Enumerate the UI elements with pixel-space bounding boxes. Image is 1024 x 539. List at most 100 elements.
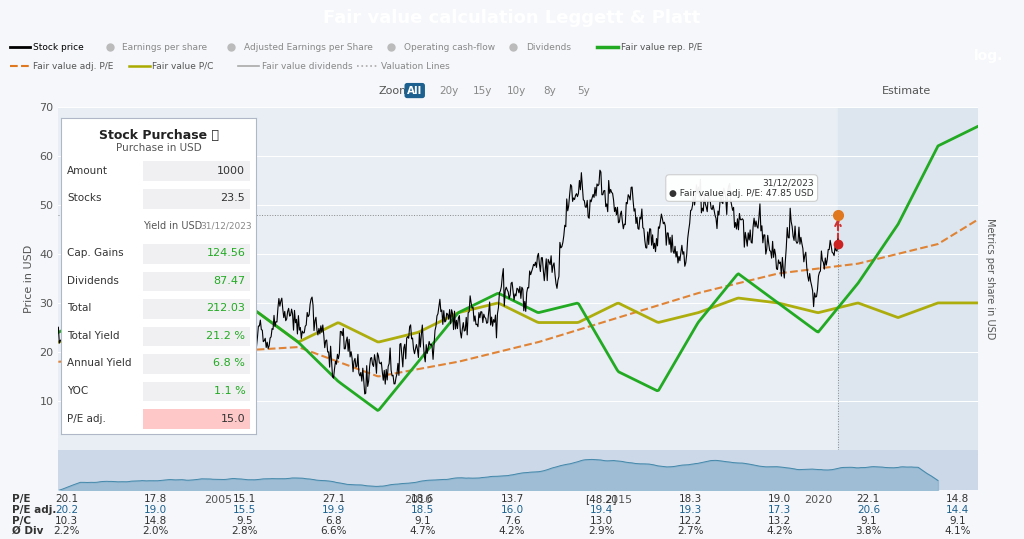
Text: 2.7%: 2.7% [677, 526, 703, 536]
Text: 9.1: 9.1 [415, 516, 431, 526]
Text: 19.3: 19.3 [679, 505, 701, 515]
Text: Stock Purchase ⓘ: Stock Purchase ⓘ [98, 129, 219, 142]
Text: Yield in USD: Yield in USD [143, 221, 203, 231]
Text: 13.2: 13.2 [768, 516, 791, 526]
Text: Annual Yield: Annual Yield [68, 358, 132, 369]
Text: 8y: 8y [544, 86, 556, 95]
Text: 4.2%: 4.2% [766, 526, 793, 536]
Text: Operating cash-flow: Operating cash-flow [403, 43, 495, 52]
Text: 15.5: 15.5 [233, 505, 256, 515]
FancyBboxPatch shape [143, 299, 250, 319]
FancyBboxPatch shape [143, 272, 250, 292]
Text: 15.1: 15.1 [233, 494, 256, 504]
Text: 17.3: 17.3 [768, 505, 791, 515]
Text: 19.0: 19.0 [144, 505, 167, 515]
FancyBboxPatch shape [143, 354, 250, 374]
Text: 1000: 1000 [217, 166, 246, 176]
Text: 22.1: 22.1 [857, 494, 880, 504]
Text: 87.47: 87.47 [213, 276, 246, 286]
Text: Fair value adj. P/E: Fair value adj. P/E [34, 61, 114, 71]
Text: 6.8: 6.8 [326, 516, 342, 526]
Y-axis label: Metrics per share in USD: Metrics per share in USD [985, 218, 994, 339]
Text: 19.4: 19.4 [590, 505, 612, 515]
Text: Dividends: Dividends [525, 43, 570, 52]
Text: 3.8%: 3.8% [855, 526, 882, 536]
Text: 18.6: 18.6 [412, 494, 434, 504]
Text: 16.0: 16.0 [501, 505, 523, 515]
Text: 9.5: 9.5 [237, 516, 253, 526]
Text: 13.0: 13.0 [590, 516, 612, 526]
Text: Ø Div: Ø Div [12, 526, 44, 536]
Text: 2.0%: 2.0% [142, 526, 169, 536]
FancyBboxPatch shape [143, 409, 250, 429]
Text: Valuation Lines: Valuation Lines [381, 61, 450, 71]
Text: 2.9%: 2.9% [588, 526, 614, 536]
Text: 27.1: 27.1 [323, 494, 345, 504]
Text: 20y: 20y [439, 86, 458, 95]
Text: Dividends: Dividends [68, 276, 119, 286]
Text: 6.6%: 6.6% [321, 526, 347, 536]
Text: 212.03: 212.03 [207, 303, 246, 314]
Text: Estimate: Estimate [882, 86, 931, 95]
FancyBboxPatch shape [143, 189, 250, 209]
Text: 18.3: 18.3 [679, 494, 701, 504]
FancyBboxPatch shape [143, 382, 250, 402]
Text: Stocks: Stocks [68, 194, 101, 203]
Text: Adjusted Earnings per Share: Adjusted Earnings per Share [244, 43, 373, 52]
Text: 20.1: 20.1 [55, 494, 78, 504]
Text: 4.2%: 4.2% [499, 526, 525, 536]
Text: 14.4: 14.4 [946, 505, 969, 515]
Text: Fair value dividends: Fair value dividends [262, 61, 352, 71]
Text: P/C: P/C [12, 516, 32, 526]
Text: 2.8%: 2.8% [231, 526, 258, 536]
Text: Fair value calculation Leggett & Platt: Fair value calculation Leggett & Platt [324, 9, 700, 27]
Text: Purchase in USD: Purchase in USD [116, 143, 202, 153]
Text: 4.1%: 4.1% [944, 526, 971, 536]
Text: 10y: 10y [507, 86, 525, 95]
Text: Cap. Gains: Cap. Gains [68, 248, 124, 258]
Text: 14.8: 14.8 [144, 516, 167, 526]
Text: Stock price: Stock price [34, 43, 84, 52]
Text: YOC: YOC [68, 386, 88, 396]
Text: log.: log. [974, 49, 1002, 63]
Text: P/E: P/E [12, 494, 31, 504]
FancyBboxPatch shape [143, 244, 250, 264]
Text: P/E adj.: P/E adj. [12, 505, 56, 515]
X-axis label: Date: Date [505, 468, 531, 478]
Text: 1.1 %: 1.1 % [214, 386, 246, 396]
Y-axis label: Price in USD: Price in USD [24, 244, 34, 313]
Text: 12.2: 12.2 [679, 516, 701, 526]
Text: 20.2: 20.2 [55, 505, 78, 515]
Text: 20.6: 20.6 [857, 505, 880, 515]
Text: Fair value rep. P/E: Fair value rep. P/E [621, 43, 702, 52]
Text: 2.2%: 2.2% [53, 526, 80, 536]
Text: [48.2]: [48.2] [586, 494, 616, 504]
Text: 124.56: 124.56 [207, 248, 246, 258]
Text: 17.8: 17.8 [144, 494, 167, 504]
Text: Earnings per share: Earnings per share [122, 43, 207, 52]
Text: 4.7%: 4.7% [410, 526, 436, 536]
Text: 14.8: 14.8 [946, 494, 969, 504]
Text: P/E adj.: P/E adj. [68, 413, 106, 424]
Text: Zoom: Zoom [379, 86, 411, 95]
Text: 7.6: 7.6 [504, 516, 520, 526]
Text: 15y: 15y [473, 86, 492, 95]
Text: 31/12/2023
● Fair value adj. P/E: 47.85 USD: 31/12/2023 ● Fair value adj. P/E: 47.85 … [670, 178, 814, 198]
Text: 6.8 %: 6.8 % [213, 358, 246, 369]
Text: 15.0: 15.0 [221, 413, 246, 424]
Text: 10.3: 10.3 [55, 516, 78, 526]
Text: Amount: Amount [68, 166, 109, 176]
Text: 31/12/2023: 31/12/2023 [201, 222, 252, 230]
Bar [838, 107, 998, 450]
Text: 5y: 5y [578, 86, 590, 95]
Text: 9.1: 9.1 [860, 516, 877, 526]
FancyBboxPatch shape [143, 327, 250, 347]
FancyBboxPatch shape [143, 162, 250, 181]
Text: 18.5: 18.5 [412, 505, 434, 515]
Text: Fair value P/C: Fair value P/C [153, 61, 214, 71]
Text: 21.2 %: 21.2 % [206, 331, 246, 341]
Text: Total Yield: Total Yield [68, 331, 120, 341]
Text: 13.7: 13.7 [501, 494, 523, 504]
Text: 23.5: 23.5 [220, 194, 246, 203]
Text: All: All [408, 86, 422, 95]
